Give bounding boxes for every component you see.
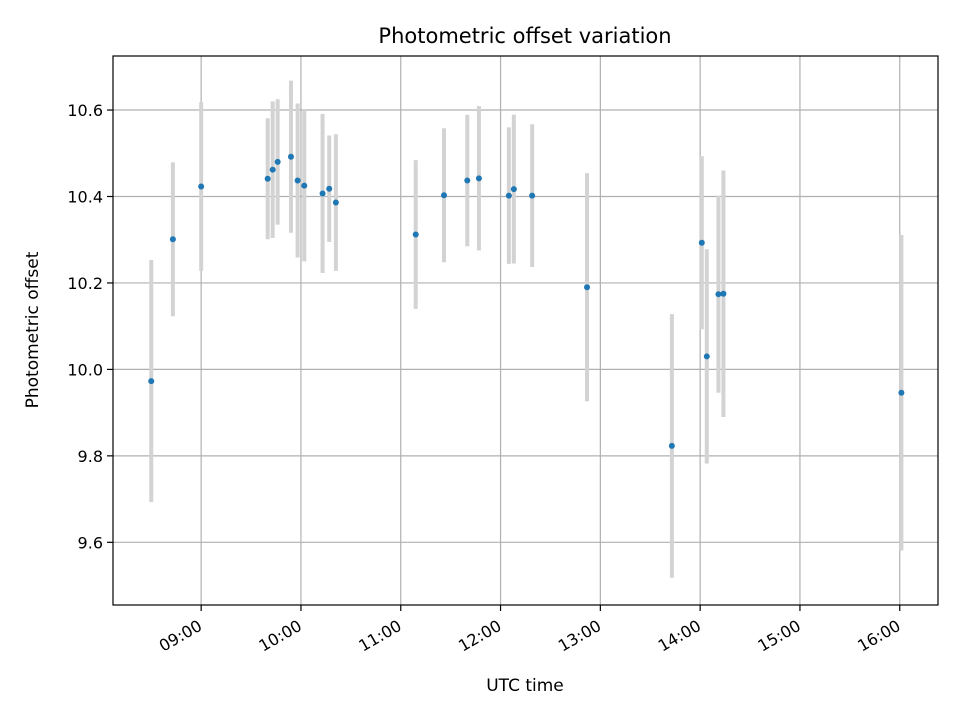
- data-point: [668, 442, 675, 449]
- data-point: [148, 378, 155, 385]
- y-tick-label: 10.4: [67, 187, 103, 206]
- data-point: [301, 182, 308, 189]
- data-point: [412, 231, 419, 238]
- chart-title: Photometric offset variation: [378, 24, 671, 48]
- y-tick-label: 10.0: [67, 360, 103, 379]
- y-tick-label: 9.6: [78, 533, 103, 552]
- data-point: [475, 175, 482, 182]
- data-point: [510, 186, 517, 193]
- data-point: [440, 192, 447, 199]
- data-point: [464, 177, 471, 184]
- y-axis-title: Photometric offset: [23, 251, 43, 408]
- y-tick-label: 9.8: [78, 447, 103, 466]
- data-point: [269, 166, 276, 173]
- data-point: [584, 284, 591, 291]
- data-point: [715, 291, 722, 298]
- data-point: [287, 153, 294, 160]
- data-point: [274, 158, 281, 165]
- grid-lines: [113, 56, 938, 605]
- plot-area-frame: [112, 55, 939, 606]
- data-point: [698, 239, 705, 246]
- data-point: [198, 183, 205, 190]
- data-point: [169, 236, 176, 243]
- data-point: [720, 290, 727, 297]
- data-point: [326, 185, 333, 192]
- data-points: [148, 153, 905, 449]
- y-axis-ticks: 9.6 9.8 10.0 10.2 10.4 10.6: [67, 101, 113, 552]
- data-point: [319, 190, 326, 197]
- data-point: [898, 389, 905, 396]
- y-tick-label: 10.2: [67, 274, 103, 293]
- data-point: [529, 192, 536, 199]
- y-tick-label: 10.6: [67, 101, 103, 120]
- data-point: [264, 175, 271, 182]
- data-point: [505, 192, 512, 199]
- x-axis-title: UTC time: [486, 676, 564, 696]
- data-point: [332, 199, 339, 206]
- data-point: [294, 177, 301, 184]
- data-point: [703, 353, 710, 360]
